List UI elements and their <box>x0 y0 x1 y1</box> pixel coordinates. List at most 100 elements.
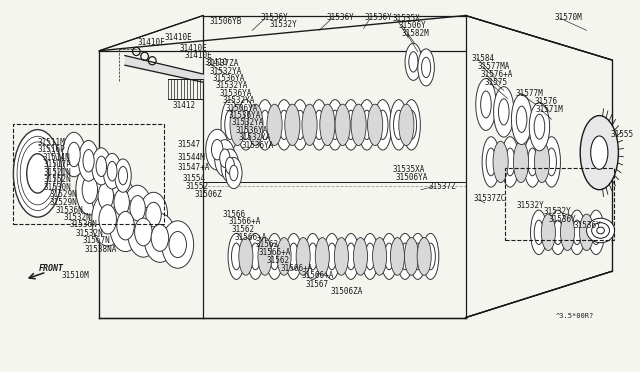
Ellipse shape <box>115 159 131 192</box>
Ellipse shape <box>279 110 289 140</box>
Ellipse shape <box>285 234 302 279</box>
Text: 31536Y: 31536Y <box>574 221 602 230</box>
Ellipse shape <box>381 234 397 279</box>
Ellipse shape <box>302 104 317 145</box>
Text: 31506Y: 31506Y <box>399 22 426 31</box>
Ellipse shape <box>327 243 337 270</box>
Ellipse shape <box>232 243 241 270</box>
Ellipse shape <box>394 110 404 140</box>
Ellipse shape <box>256 100 274 150</box>
Ellipse shape <box>531 210 547 254</box>
Ellipse shape <box>547 148 556 176</box>
Ellipse shape <box>103 153 121 189</box>
Text: 31537ZA: 31537ZA <box>206 59 239 68</box>
Ellipse shape <box>367 104 383 145</box>
Ellipse shape <box>541 214 556 251</box>
Ellipse shape <box>596 227 604 234</box>
Ellipse shape <box>151 224 169 251</box>
Ellipse shape <box>114 189 129 215</box>
Text: 31506Z: 31506Z <box>195 190 223 199</box>
Ellipse shape <box>397 234 413 279</box>
Ellipse shape <box>305 234 321 279</box>
Ellipse shape <box>68 142 80 167</box>
Ellipse shape <box>534 220 543 244</box>
Text: ^3.5*00R?: ^3.5*00R? <box>556 314 595 320</box>
Ellipse shape <box>130 196 145 221</box>
Ellipse shape <box>580 116 618 190</box>
Ellipse shape <box>405 43 422 80</box>
Text: 31529N: 31529N <box>49 190 77 199</box>
Ellipse shape <box>417 238 431 275</box>
Ellipse shape <box>146 202 161 227</box>
Ellipse shape <box>214 140 235 177</box>
Ellipse shape <box>365 243 375 270</box>
Ellipse shape <box>493 87 514 137</box>
Text: 31575: 31575 <box>484 78 508 87</box>
Text: 31536Y: 31536Y <box>260 13 288 22</box>
Text: 31555: 31555 <box>610 129 633 139</box>
Text: 31536Y: 31536Y <box>365 13 393 22</box>
Ellipse shape <box>372 238 387 275</box>
Ellipse shape <box>516 106 527 132</box>
Ellipse shape <box>237 100 255 150</box>
Ellipse shape <box>422 234 439 279</box>
Text: 31566+A: 31566+A <box>228 218 261 227</box>
Ellipse shape <box>96 156 107 177</box>
Ellipse shape <box>351 104 366 145</box>
Text: 31552: 31552 <box>186 182 209 191</box>
Text: 31514N: 31514N <box>42 153 70 161</box>
Ellipse shape <box>251 243 260 270</box>
Text: 31538NA: 31538NA <box>84 244 117 253</box>
Ellipse shape <box>588 210 604 254</box>
Text: 31516P: 31516P <box>38 145 65 154</box>
Ellipse shape <box>108 179 136 226</box>
Ellipse shape <box>92 171 120 221</box>
Text: 31544M: 31544M <box>178 153 205 161</box>
Ellipse shape <box>390 100 408 150</box>
Text: 31566+A: 31566+A <box>259 248 291 257</box>
Ellipse shape <box>169 231 186 257</box>
Ellipse shape <box>587 218 614 243</box>
Ellipse shape <box>486 148 496 176</box>
Ellipse shape <box>314 110 324 140</box>
Text: 31521N: 31521N <box>44 168 72 177</box>
Ellipse shape <box>326 100 344 150</box>
Ellipse shape <box>225 157 242 189</box>
Ellipse shape <box>400 243 410 270</box>
Text: 31517P: 31517P <box>44 160 72 169</box>
Text: 31532YA: 31532YA <box>216 81 248 90</box>
Ellipse shape <box>580 214 594 251</box>
Text: 31536YA: 31536YA <box>219 89 252 98</box>
Text: 31535XA: 31535XA <box>392 165 425 174</box>
Ellipse shape <box>144 214 176 262</box>
Ellipse shape <box>334 238 348 275</box>
Text: 31567: 31567 <box>305 280 328 289</box>
Ellipse shape <box>482 137 500 187</box>
Text: 31537ZC: 31537ZC <box>473 195 506 203</box>
Ellipse shape <box>225 110 235 140</box>
Text: 31562: 31562 <box>267 256 290 264</box>
Ellipse shape <box>295 110 305 140</box>
Ellipse shape <box>310 100 328 150</box>
Text: 31506ZA: 31506ZA <box>331 287 363 296</box>
Ellipse shape <box>390 238 404 275</box>
Text: FRONT: FRONT <box>39 264 64 273</box>
Text: 31567N: 31567N <box>82 236 110 246</box>
Ellipse shape <box>220 149 230 167</box>
Ellipse shape <box>406 110 417 140</box>
Text: 31530N: 31530N <box>44 183 72 192</box>
Ellipse shape <box>330 110 340 140</box>
Ellipse shape <box>247 234 264 279</box>
Text: 31532Y: 31532Y <box>543 208 571 217</box>
Ellipse shape <box>127 207 159 257</box>
Ellipse shape <box>316 238 330 275</box>
Ellipse shape <box>534 114 545 139</box>
Text: 31506YA: 31506YA <box>396 173 428 182</box>
Ellipse shape <box>221 100 239 150</box>
Ellipse shape <box>266 234 283 279</box>
Ellipse shape <box>554 220 563 244</box>
Ellipse shape <box>83 150 94 172</box>
Ellipse shape <box>248 104 263 145</box>
Text: 31566+A: 31566+A <box>234 232 267 242</box>
Ellipse shape <box>362 110 372 140</box>
